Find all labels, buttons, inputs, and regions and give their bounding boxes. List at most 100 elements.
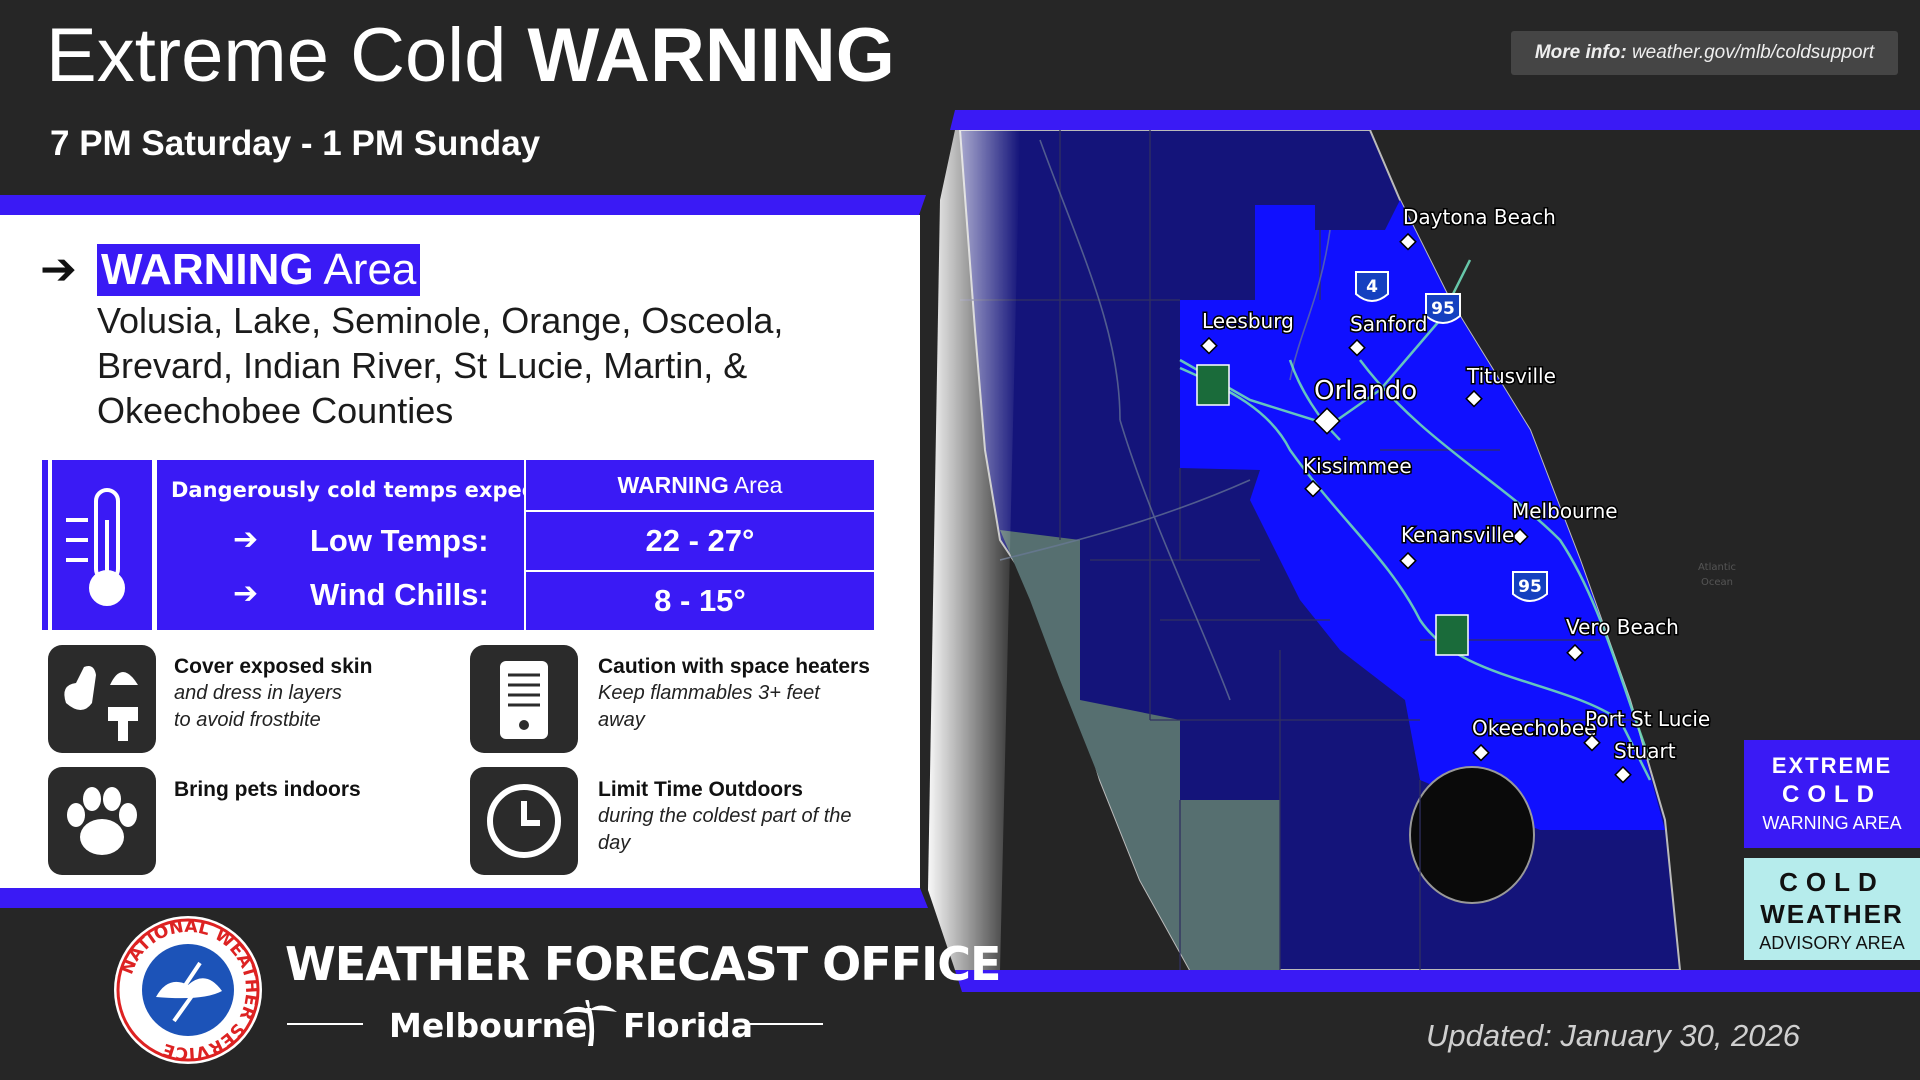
title-bold: WARNING (527, 13, 895, 98)
tip-text: Keep flammables 3+ feet (598, 682, 820, 704)
scarf (108, 707, 138, 721)
row-label: Low Temps: (310, 523, 489, 558)
column-header-rest: Area (733, 472, 783, 498)
row-arrow: ➔ (233, 577, 259, 610)
county-line: Okeechobee Counties (97, 390, 454, 431)
map-fade (928, 130, 1020, 970)
city-label: Leesburg (1202, 309, 1294, 333)
shield-shape (1355, 271, 1389, 302)
clock-graphic (487, 784, 561, 858)
shield-label: 95 (1518, 577, 1542, 597)
legend-line: COLD (1779, 867, 1885, 897)
more-info-url: weather.gov/mlb/coldsupport (1631, 42, 1875, 63)
palm-tree (563, 1000, 617, 1046)
legend-line: ADVISORY AREA (1759, 933, 1905, 953)
ocean-label: Ocean (1701, 577, 1733, 588)
more-info: More info: weather.gov/mlb/coldsupport (1511, 31, 1898, 75)
heater-knob (519, 720, 529, 730)
city-marker (1200, 336, 1218, 355)
counties: Volusia, Lake, Seminole, Orange, Osceola… (97, 298, 783, 433)
state: Florida (623, 1006, 753, 1045)
shield: 95 (1512, 571, 1548, 602)
header-stripe (0, 195, 926, 215)
tip-title: Bring pets indoors (174, 778, 361, 801)
city-marker (1511, 527, 1529, 546)
clock-face (487, 784, 561, 858)
tip-text: and dress in layers (174, 682, 342, 704)
table-stripe (42, 460, 48, 630)
city-label: Okeechobee (1472, 716, 1596, 740)
scarf-end (118, 721, 128, 741)
paw-icon (48, 767, 156, 875)
city-label: Port St Lucie (1585, 707, 1710, 731)
city-marker (1348, 338, 1366, 357)
logo-cloud (156, 978, 222, 999)
footer-stripe (0, 888, 928, 908)
city-label: Orlando (1314, 376, 1417, 406)
clock-hands (521, 801, 540, 826)
heater-graphic (500, 661, 548, 739)
column-header: WARNING Area (526, 460, 874, 510)
thermometer-icon (66, 488, 125, 606)
column-header-bold: WARNING (617, 472, 729, 498)
shield-label: 95 (1431, 299, 1455, 319)
roads (999, 139, 1331, 701)
lake-okeechobee (1409, 766, 1535, 904)
tip: Caution with space heaters Keep flammabl… (598, 653, 870, 734)
city-marker (1566, 643, 1584, 662)
city-marker (1583, 733, 1601, 752)
row-label: Wind Chills: (310, 577, 489, 612)
table-intro: Dangerously cold temps expected. (171, 478, 582, 502)
city-marker (1472, 743, 1490, 762)
city-label: Sanford (1350, 312, 1427, 336)
city-label: Kissimmee (1303, 454, 1412, 478)
turnpike-sign (1196, 364, 1230, 406)
heater-vents (508, 673, 540, 707)
shield-shape (1425, 293, 1461, 324)
heater (500, 661, 548, 739)
shield: 95 (1425, 293, 1461, 324)
logo-ring (116, 918, 260, 1062)
highways (1179, 259, 1652, 781)
city-label: Kenansville (1401, 523, 1514, 547)
shield-label: 4 (1366, 277, 1378, 297)
office-name: WEATHER FORECAST OFFICE (285, 937, 1001, 991)
city-label: Daytona Beach (1403, 205, 1556, 229)
tip-title: Limit Time Outdoors (598, 778, 803, 801)
logo-bolt (172, 961, 202, 1023)
nws-logo: NATIONAL WEATHER SERVICE (114, 916, 262, 1064)
map-top-stripe (950, 110, 1920, 130)
thermometer-cell (52, 460, 152, 630)
map-bottom-stripe (955, 970, 1920, 992)
title: Extreme Cold WARNING (46, 18, 895, 94)
legend-line: WEATHER (1760, 899, 1904, 929)
turnpike-sign (1435, 614, 1469, 656)
county-lines (960, 130, 1640, 970)
mitten (64, 666, 96, 710)
city-marker (1399, 232, 1417, 251)
county-line: Volusia, Lake, Seminole, Orange, Osceola… (97, 300, 784, 341)
legend-line: COLD (1782, 781, 1882, 808)
legend-line: EXTREME (1771, 753, 1893, 778)
legend-line: WARNING AREA (1762, 813, 1902, 833)
city-label: Titusville (1466, 364, 1556, 388)
tip-text: to avoid frostbite (174, 709, 321, 731)
city: Melbourne (389, 1006, 587, 1045)
city-marker (1465, 389, 1483, 408)
tip: Cover exposed skin and dress in layers t… (174, 653, 372, 734)
tip: Limit Time Outdoors during the coldest p… (598, 776, 852, 857)
tip-title: Caution with space heaters (598, 655, 870, 678)
heading-bold: WARNING (101, 245, 314, 294)
clock-icon (470, 767, 578, 875)
legend-advisory: COLD WEATHER ADVISORY AREA (1744, 858, 1920, 960)
advisory-area (1000, 530, 1280, 970)
tip-title: Cover exposed skin (174, 655, 373, 678)
city-label: Melbourne (1512, 499, 1618, 523)
paw-graphic (67, 787, 137, 855)
city-marker (1304, 479, 1322, 498)
county-line: Brevard, Indian River, St Lucie, Martin,… (97, 345, 748, 386)
temps-cell: Dangerously cold temps expected. ➔ Low T… (157, 460, 581, 630)
tip-text: away (598, 709, 645, 731)
